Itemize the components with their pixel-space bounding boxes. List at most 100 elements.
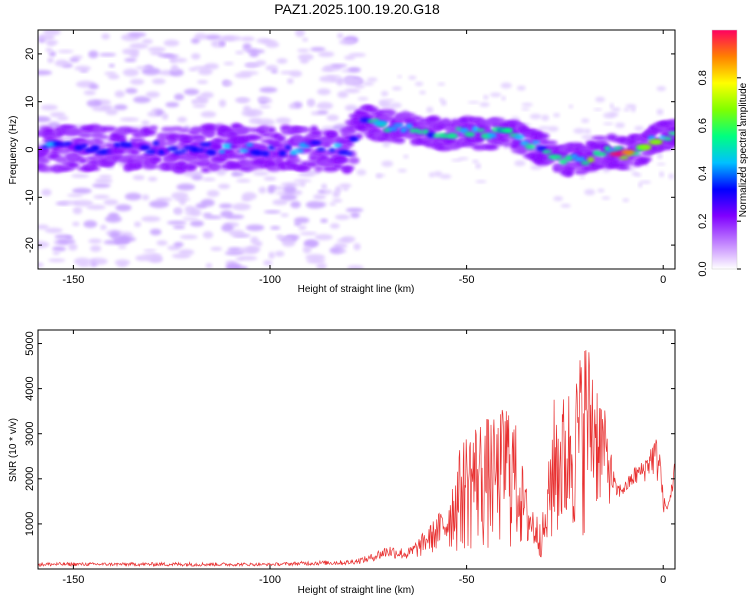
heatmap-band-blob bbox=[118, 136, 128, 145]
heatmap-band-blob bbox=[266, 165, 281, 172]
heatmap-band-blob bbox=[344, 142, 355, 147]
heatmap-band-blob bbox=[276, 134, 286, 143]
colorbar-frame bbox=[711, 29, 738, 270]
spectrogram-x-axis-title: Height of straight line (km) bbox=[298, 284, 415, 295]
heatmap-noise-blob bbox=[73, 199, 94, 207]
heatmap-core-blob bbox=[459, 127, 469, 134]
heatmap-noise-blob bbox=[615, 122, 625, 129]
heatmap-noise-blob bbox=[659, 171, 665, 178]
heatmap-noise-blob bbox=[236, 97, 249, 104]
heatmap-noise-blob bbox=[88, 257, 108, 266]
heatmap-noise-blob bbox=[330, 64, 348, 68]
heatmap-band-blob bbox=[288, 162, 298, 169]
heatmap-noise-blob bbox=[151, 78, 166, 85]
heatmap-noise-blob bbox=[634, 125, 644, 131]
heatmap-band-blob bbox=[503, 141, 512, 147]
heatmap-noise-blob bbox=[48, 258, 66, 263]
colorbar-tick-label: 0.8 bbox=[697, 70, 709, 85]
heatmap-band-blob bbox=[85, 156, 99, 161]
heatmap-noise-blob bbox=[216, 168, 227, 176]
heatmap-noise-blob bbox=[241, 110, 257, 117]
heatmap-core-blob bbox=[316, 147, 326, 152]
heatmap-core-blob bbox=[52, 141, 61, 146]
heatmap-noise-blob bbox=[300, 58, 309, 64]
heatmap-noise-blob bbox=[52, 246, 67, 252]
heatmap-band-blob bbox=[591, 135, 608, 141]
y-tick-label: 4000 bbox=[24, 376, 36, 400]
heatmap-noise-blob bbox=[191, 99, 198, 104]
heatmap-core-blob bbox=[344, 151, 353, 156]
heatmap-noise-blob bbox=[293, 179, 312, 183]
heatmap-noise-blob bbox=[202, 177, 216, 182]
heatmap-noise-blob bbox=[337, 91, 349, 98]
spectrogram-heatmap bbox=[38, 30, 675, 269]
heatmap-noise-blob bbox=[294, 217, 310, 224]
heatmap-core-blob bbox=[218, 149, 226, 154]
heatmap-noise-blob bbox=[638, 182, 643, 188]
heatmap-noise-blob bbox=[150, 51, 164, 56]
heatmap-noise-blob bbox=[236, 178, 251, 183]
heatmap-core-blob bbox=[535, 146, 547, 151]
heatmap-core-blob bbox=[400, 127, 408, 133]
y-tick-label: 5000 bbox=[24, 331, 36, 355]
x-tick-label: -150 bbox=[62, 574, 84, 586]
heatmap-noise-blob bbox=[501, 96, 506, 101]
heatmap-noise-blob bbox=[573, 128, 586, 134]
y-tick-label: 0 bbox=[24, 146, 36, 152]
heatmap-peak-blob bbox=[498, 128, 513, 133]
heatmap-band-blob bbox=[167, 139, 178, 145]
heatmap-core-blob bbox=[278, 150, 287, 156]
heatmap-noise-blob bbox=[263, 176, 277, 181]
heatmap-core-blob bbox=[570, 154, 578, 159]
heatmap-noise-blob bbox=[472, 159, 479, 164]
heatmap-noise-blob bbox=[115, 204, 132, 212]
colorbar-axis: 0.0 0.2 0.4 0.6 0.8 bbox=[697, 70, 741, 277]
heatmap-core-blob bbox=[553, 154, 563, 160]
heatmap-noise-blob bbox=[305, 253, 326, 261]
heatmap-noise-blob bbox=[196, 80, 209, 84]
snr-panel: -150 -100 -50 0 1000 2000 3000 4000 5000 Height… bbox=[8, 329, 676, 596]
heatmap-noise-blob bbox=[593, 108, 603, 111]
heatmap-noise-blob bbox=[307, 100, 315, 108]
heatmap-noise-blob bbox=[362, 81, 374, 86]
heatmap-noise-blob bbox=[124, 58, 137, 63]
spectrogram-y-axis: -20 -10 0 10 20 bbox=[24, 48, 675, 253]
heatmap-noise-blob bbox=[391, 86, 402, 91]
heatmap-band-blob bbox=[39, 165, 56, 173]
heatmap-core-blob bbox=[211, 144, 222, 150]
heatmap-noise-blob bbox=[553, 113, 561, 118]
heatmap-noise-blob bbox=[290, 200, 301, 209]
heatmap-noise-blob bbox=[334, 214, 350, 220]
heatmap-core-blob bbox=[166, 146, 179, 152]
heatmap-noise-blob bbox=[198, 68, 213, 76]
heatmap-noise-blob bbox=[631, 171, 639, 176]
heatmap-core-blob bbox=[663, 136, 673, 141]
heatmap-core-blob bbox=[476, 128, 485, 132]
heatmap-noise-blob bbox=[47, 121, 61, 129]
heatmap-band-blob bbox=[393, 137, 405, 144]
heatmap-noise-blob bbox=[245, 224, 265, 231]
heatmap-noise-blob bbox=[280, 71, 294, 75]
heatmap-band-blob bbox=[616, 165, 630, 171]
heatmap-noise-blob bbox=[195, 203, 208, 209]
heatmap-noise-blob bbox=[344, 55, 356, 60]
heatmap-noise-blob bbox=[202, 231, 214, 239]
heatmap-noise-blob bbox=[489, 92, 502, 98]
y-tick-label: 2000 bbox=[24, 467, 36, 491]
heatmap-core-blob bbox=[222, 143, 233, 149]
heatmap-noise-blob bbox=[72, 206, 83, 215]
heatmap-noise-blob bbox=[584, 188, 596, 196]
heatmap-band-blob bbox=[387, 109, 397, 116]
heatmap-noise-blob bbox=[276, 234, 284, 239]
heatmap-core-blob bbox=[91, 145, 100, 151]
heatmap-noise-blob bbox=[52, 251, 60, 256]
heatmap-band-blob bbox=[241, 127, 254, 133]
heatmap-noise-blob bbox=[125, 88, 138, 94]
heatmap-noise-blob bbox=[183, 88, 200, 96]
heatmap-noise-blob bbox=[242, 43, 252, 50]
heatmap-noise-blob bbox=[179, 198, 186, 206]
heatmap-noise-blob bbox=[101, 33, 110, 40]
heatmap-noise-blob bbox=[113, 104, 128, 111]
heatmap-noise-blob bbox=[357, 97, 369, 101]
heatmap-noise-blob bbox=[194, 33, 207, 40]
